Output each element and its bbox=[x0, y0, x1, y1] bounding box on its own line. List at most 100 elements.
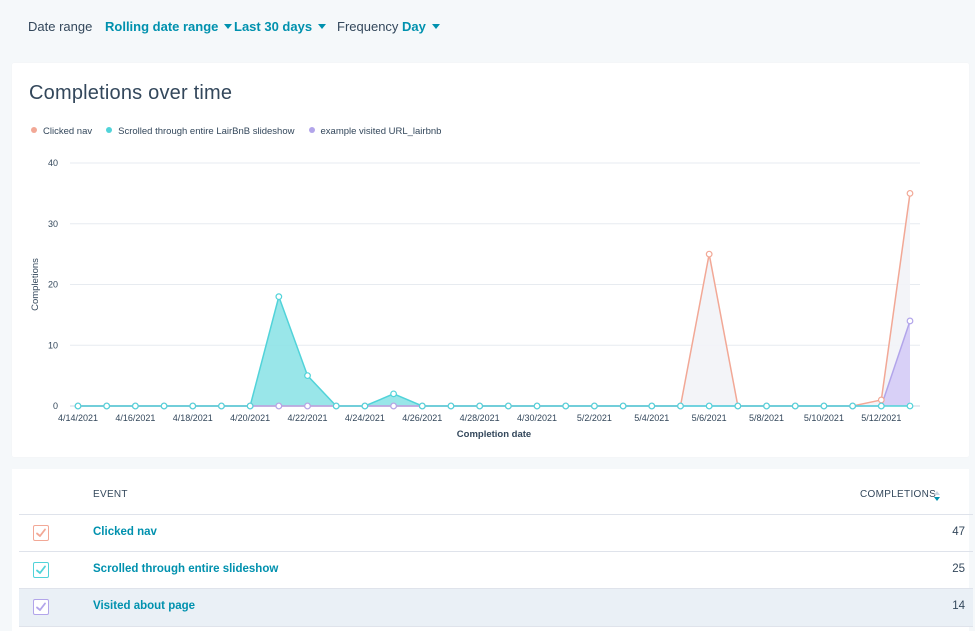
x-tick-label: 5/8/2021 bbox=[749, 413, 784, 423]
data-point bbox=[591, 402, 598, 410]
chart-card: 0 10 20 30 40 4/14/2021 4/16/2021 4/18/2021 4/20… bbox=[12, 63, 969, 457]
checkmark-icon bbox=[36, 602, 46, 611]
series-area bbox=[78, 320, 910, 406]
legend-dot-icon bbox=[31, 127, 37, 134]
x-tick-label: 4/14/2021 bbox=[58, 413, 98, 423]
date-range-value-text: Last 30 days bbox=[234, 19, 313, 34]
y-tick-label: 30 bbox=[48, 219, 58, 229]
data-point bbox=[418, 402, 426, 410]
data-point bbox=[390, 402, 397, 410]
event-name-link[interactable]: Scrolled through entire slideshow bbox=[93, 563, 279, 575]
chart-title: Completions over time bbox=[29, 82, 233, 104]
data-point bbox=[877, 396, 885, 404]
y-tick-label: 0 bbox=[53, 401, 58, 411]
series-area bbox=[78, 296, 910, 406]
legend-item[interactable]: Clicked nav bbox=[31, 126, 92, 137]
checkmark-icon bbox=[36, 565, 46, 574]
sort-icon[interactable] bbox=[934, 491, 940, 501]
legend-item[interactable]: example visited URL_lairbnb bbox=[308, 126, 442, 137]
frequency-label: Frequency bbox=[337, 19, 399, 34]
data-point bbox=[906, 402, 914, 410]
completions-count: 25 bbox=[952, 563, 965, 575]
data-point bbox=[791, 402, 799, 410]
data-point bbox=[533, 402, 541, 410]
date-range-mode-text: Rolling date range bbox=[105, 19, 219, 34]
table-row: Scrolled through entire slideshow 25 bbox=[19, 551, 973, 589]
legend-label: example visited URL_lairbnb bbox=[320, 126, 442, 137]
event-name-link[interactable]: Visited about page bbox=[93, 600, 196, 612]
event-name-link[interactable]: Clicked nav bbox=[93, 526, 157, 538]
data-point bbox=[246, 402, 254, 410]
data-point bbox=[677, 402, 684, 410]
data-point bbox=[906, 189, 914, 197]
data-point bbox=[849, 402, 857, 410]
series-area bbox=[78, 193, 910, 406]
y-axis-title: Completions bbox=[30, 258, 41, 311]
checkmark-icon bbox=[36, 528, 46, 537]
legend-label: Scrolled through entire LairBnB slidesho… bbox=[118, 126, 295, 137]
chart-legend: Clicked nav Scrolled through entire LairB… bbox=[31, 126, 455, 137]
y-tick-label: 40 bbox=[48, 158, 58, 168]
y-tick-label: 10 bbox=[48, 340, 58, 350]
data-point bbox=[705, 250, 713, 258]
completions-count: 14 bbox=[952, 600, 965, 612]
data-point bbox=[275, 293, 283, 301]
legend-dot-icon bbox=[308, 127, 315, 134]
date-range-value-dropdown[interactable]: Last 30 days bbox=[234, 19, 327, 35]
line-chart: 0 10 20 30 40 4/14/2021 4/16/2021 4/18/2021 4/20… bbox=[30, 158, 920, 440]
data-point bbox=[619, 402, 627, 410]
data-point bbox=[103, 402, 111, 410]
x-tick-label: 5/2/2021 bbox=[577, 413, 612, 423]
legend-dot-icon bbox=[106, 127, 113, 134]
completions-count: 47 bbox=[952, 526, 965, 538]
data-point bbox=[390, 390, 397, 398]
series-line bbox=[78, 320, 911, 407]
chevron-down-icon bbox=[224, 24, 233, 30]
legend-label: Clicked nav bbox=[43, 126, 93, 137]
x-tick-label: 4/26/2021 bbox=[402, 413, 442, 423]
data-point bbox=[734, 402, 742, 410]
data-point bbox=[476, 402, 484, 410]
y-tick-label: 20 bbox=[48, 280, 58, 290]
table-row: Visited about page 14 bbox=[19, 588, 973, 627]
date-range-mode-dropdown[interactable]: Rolling date range bbox=[105, 19, 233, 35]
series-line bbox=[78, 294, 910, 407]
data-point bbox=[763, 402, 770, 410]
data-point bbox=[906, 317, 914, 325]
x-tick-label: 5/4/2021 bbox=[634, 413, 669, 423]
x-axis-title: Completion date bbox=[457, 429, 531, 440]
x-tick-label: 4/18/2021 bbox=[173, 413, 213, 423]
x-tick-label: 5/12/2021 bbox=[861, 413, 901, 423]
x-tick-label: 4/28/2021 bbox=[460, 413, 500, 423]
x-tick-label: 4/20/2021 bbox=[230, 413, 270, 423]
x-tick-label: 4/30/2021 bbox=[517, 413, 557, 423]
data-point bbox=[160, 402, 168, 410]
data-point bbox=[648, 402, 656, 410]
column-header-completions[interactable]: COMPLETIONS bbox=[860, 489, 937, 500]
frequency-dropdown[interactable]: Day bbox=[402, 19, 440, 35]
x-tick-label: 5/10/2021 bbox=[804, 413, 844, 423]
data-point bbox=[361, 402, 369, 410]
data-point bbox=[74, 402, 82, 410]
data-point bbox=[447, 402, 455, 410]
event-checkbox[interactable] bbox=[33, 525, 49, 541]
legend-item[interactable]: Scrolled through entire LairBnB slidesho… bbox=[106, 126, 295, 137]
frequency-value-text: Day bbox=[402, 19, 426, 34]
data-point bbox=[275, 402, 283, 410]
chevron-down-icon bbox=[318, 24, 327, 30]
column-header-event: EVENT bbox=[93, 489, 128, 500]
data-point bbox=[705, 402, 713, 410]
series-line bbox=[78, 193, 911, 407]
x-tick-label: 4/24/2021 bbox=[345, 413, 385, 423]
data-point bbox=[189, 402, 197, 410]
data-point bbox=[218, 402, 225, 410]
events-table: EVENT COMPLETIONS Clicked nav 47 Scrolled … bbox=[12, 469, 973, 631]
data-point bbox=[304, 372, 311, 380]
data-point bbox=[877, 402, 885, 410]
data-point bbox=[820, 402, 828, 410]
event-checkbox[interactable] bbox=[33, 562, 49, 578]
data-point bbox=[304, 402, 311, 410]
data-point bbox=[504, 402, 512, 410]
event-checkbox[interactable] bbox=[33, 599, 49, 615]
chevron-down-icon bbox=[431, 24, 440, 30]
